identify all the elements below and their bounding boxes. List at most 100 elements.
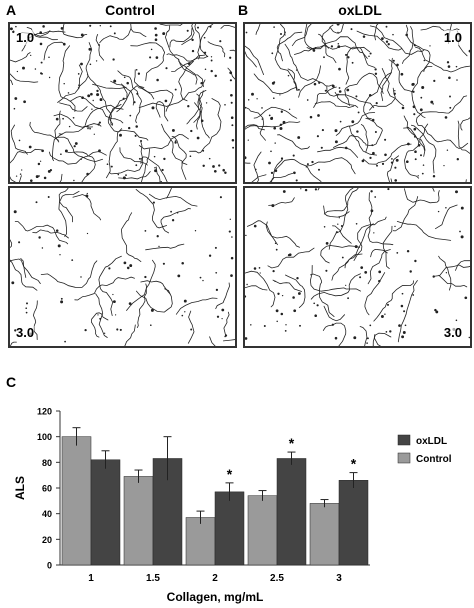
- fiber-node: [230, 274, 233, 277]
- fiber-strand: [10, 52, 31, 63]
- fiber-strand: [367, 249, 391, 285]
- fiber-strand: [106, 128, 123, 179]
- x-tick-label: 2: [212, 573, 218, 584]
- fiber-node: [324, 89, 327, 92]
- fiber-node: [112, 293, 114, 296]
- fiber-node: [401, 292, 404, 295]
- fiber-node: [393, 92, 396, 96]
- fiber-node: [60, 153, 62, 156]
- fiber-strand: [197, 24, 214, 60]
- fiber-node: [387, 188, 390, 191]
- fiber-node: [136, 92, 139, 95]
- fiber-strand: [326, 85, 375, 109]
- fiber-node: [221, 317, 223, 320]
- fiber-node: [371, 118, 375, 122]
- fiber-node: [99, 25, 101, 27]
- fiber-node: [186, 29, 189, 32]
- fiber-strand: [32, 300, 38, 340]
- fiber-strand: [194, 102, 202, 130]
- fiber-node: [273, 81, 276, 84]
- fiber-node: [417, 175, 419, 177]
- x-tick-label: 1.5: [146, 573, 160, 584]
- fiber-node: [423, 59, 426, 62]
- fiber-node: [10, 27, 13, 31]
- panel-b-letter: B: [238, 2, 249, 18]
- fiber-node: [215, 288, 219, 292]
- fiber-node: [334, 129, 338, 133]
- fiber-node: [150, 48, 153, 51]
- fiber-strand: [245, 50, 257, 68]
- fiber-node: [187, 105, 190, 108]
- fiber-strand: [411, 124, 437, 174]
- fiber-node: [356, 130, 359, 133]
- fiber-node: [117, 173, 120, 176]
- fiber-node: [369, 156, 372, 160]
- y-tick-label: 100: [37, 432, 52, 442]
- fiber-node: [419, 108, 423, 112]
- fiber-node: [374, 130, 377, 134]
- fiber-node: [288, 108, 291, 111]
- fiber-node: [71, 259, 74, 261]
- fiber-node: [106, 163, 109, 166]
- fiber-node: [297, 88, 300, 91]
- fiber-strand: [178, 58, 198, 85]
- fiber-node: [129, 264, 133, 268]
- fiber-node: [230, 256, 234, 260]
- fiber-strand: [14, 221, 69, 245]
- fiber-node: [158, 245, 160, 248]
- fiber-strand: [40, 260, 98, 288]
- fiber-node: [212, 165, 215, 168]
- bar-control: [185, 517, 216, 566]
- fiber-node: [38, 175, 40, 177]
- fiber-node: [292, 296, 295, 299]
- fiber-node: [218, 164, 221, 167]
- fiber-strand: [108, 140, 144, 175]
- fiber-strand: [53, 113, 93, 128]
- fiber-node: [306, 163, 309, 166]
- fiber-node: [287, 74, 290, 77]
- fiber-node: [443, 164, 445, 167]
- fiber-strand: [435, 204, 458, 230]
- fiber-node: [373, 232, 375, 234]
- fiber-node: [282, 120, 286, 124]
- bar-control: [61, 436, 92, 566]
- fiber-strand: [223, 311, 230, 337]
- fiber-node: [277, 292, 280, 295]
- fiber-strand: [135, 189, 167, 229]
- fiber-node: [387, 43, 390, 46]
- fiber-node: [230, 93, 233, 97]
- fiber-strand: [438, 255, 452, 291]
- fiber-node: [208, 254, 212, 257]
- fiber-strand: [160, 208, 191, 234]
- fiber-strand: [362, 143, 412, 165]
- fiber-node: [203, 51, 207, 54]
- fiber-strand: [247, 220, 278, 246]
- fiber-strand: [333, 135, 366, 148]
- fiber-node: [446, 149, 449, 151]
- fiber-node: [122, 176, 126, 180]
- fiber-node: [49, 169, 53, 172]
- fiber-strand: [417, 125, 469, 149]
- fiber-node: [87, 125, 89, 128]
- fiber-node: [90, 92, 93, 96]
- fiber-node: [126, 81, 129, 85]
- fiber-node: [273, 26, 275, 28]
- fiber-node: [369, 324, 372, 327]
- fiber-node: [11, 281, 15, 285]
- fiber-node: [64, 340, 66, 343]
- fiber-node: [246, 283, 248, 286]
- fiber-node: [29, 179, 33, 182]
- fiber-strand: [98, 255, 122, 316]
- fiber-node: [412, 294, 415, 296]
- fiber-strand: [84, 104, 124, 126]
- fiber-node: [281, 294, 284, 297]
- fiber-node: [446, 61, 450, 64]
- fiber-strand: [56, 136, 103, 163]
- fiber-node: [115, 314, 117, 316]
- fiber-node: [275, 248, 278, 251]
- fiber-strand: [10, 258, 27, 278]
- fiber-node: [219, 196, 222, 199]
- y-tick-label: 60: [42, 484, 52, 494]
- fiber-node: [96, 89, 99, 93]
- fiber-node: [304, 188, 308, 192]
